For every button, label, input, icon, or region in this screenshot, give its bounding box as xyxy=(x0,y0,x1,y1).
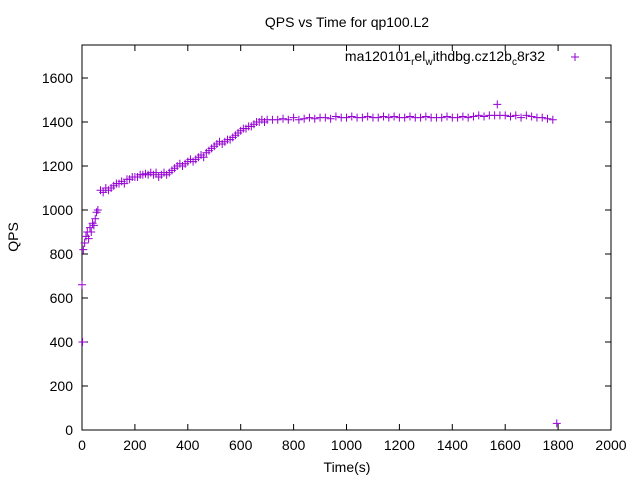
legend-marker-icon xyxy=(571,53,579,61)
y-tick-label: 400 xyxy=(50,334,74,350)
data-point xyxy=(501,111,510,120)
y-tick-label: 1200 xyxy=(42,158,73,174)
data-point xyxy=(443,112,452,121)
data-point xyxy=(279,114,288,123)
data-point xyxy=(416,113,425,122)
data-point xyxy=(79,245,88,254)
legend-sub-2: w xyxy=(424,57,433,68)
data-point xyxy=(294,115,303,124)
data-point xyxy=(511,111,520,120)
data-point xyxy=(199,153,208,162)
y-tick-label: 0 xyxy=(65,422,73,438)
data-point xyxy=(405,112,414,121)
legend-sub-1: r xyxy=(411,57,415,68)
data-point xyxy=(363,112,372,121)
data-point xyxy=(91,214,100,223)
data-point xyxy=(538,113,547,122)
data-point xyxy=(87,228,96,236)
data-point xyxy=(548,115,557,124)
data-point xyxy=(379,112,388,121)
x-tick-label: 600 xyxy=(229,437,253,453)
data-point xyxy=(80,239,89,247)
data-point xyxy=(152,168,161,177)
x-tick-label: 1400 xyxy=(437,437,468,453)
legend-part-1: ma120101 xyxy=(345,48,411,64)
y-tick-label: 1400 xyxy=(42,114,73,130)
y-tick-label: 200 xyxy=(50,378,74,394)
x-tick-label: 200 xyxy=(123,437,147,453)
x-tick-label: 2000 xyxy=(595,437,626,453)
data-points xyxy=(78,100,561,428)
x-tick-label: 0 xyxy=(78,437,86,453)
y-tick-label: 800 xyxy=(50,246,74,262)
chart-title: QPS vs Time for qp100.L2 xyxy=(265,14,429,30)
data-point xyxy=(300,114,309,123)
data-point xyxy=(543,114,552,123)
data-point xyxy=(493,100,502,109)
data-point xyxy=(331,112,340,121)
data-point xyxy=(458,112,467,121)
data-point xyxy=(326,114,335,123)
data-point xyxy=(289,113,298,122)
legend-marker-icon xyxy=(571,53,579,61)
data-point xyxy=(273,115,282,124)
data-point xyxy=(321,113,330,122)
x-tick-label: 800 xyxy=(282,437,306,453)
x-tick-label: 400 xyxy=(176,437,200,453)
data-point xyxy=(464,113,473,122)
data-point xyxy=(305,113,314,122)
data-point xyxy=(453,113,462,122)
data-point xyxy=(93,206,102,214)
data-point xyxy=(400,113,409,122)
y-tick-label: 600 xyxy=(50,290,74,306)
data-point xyxy=(374,113,383,122)
data-point xyxy=(480,112,489,121)
y-tick-label: 1600 xyxy=(42,70,73,86)
data-point xyxy=(421,112,430,121)
data-point xyxy=(358,113,367,122)
y-tick-label: 1000 xyxy=(42,202,73,218)
legend-part-2: el xyxy=(414,48,425,64)
data-point xyxy=(474,111,483,120)
data-point xyxy=(437,113,446,122)
plot-frame xyxy=(81,44,612,431)
data-point xyxy=(342,113,351,122)
data-point xyxy=(527,112,536,121)
data-point xyxy=(522,111,531,120)
x-axis-label: Time(s) xyxy=(324,459,371,475)
data-point xyxy=(517,113,526,122)
legend-label: ma120101relwithdbg.cz12bc8r32 xyxy=(345,48,545,68)
legend-sub-3: c xyxy=(512,57,517,68)
data-point xyxy=(469,112,478,121)
axis-ticks: 0 200 400 600 800 1000 1200 1400 1600 1800 2000 0 20… xyxy=(42,45,627,453)
x-tick-label: 1000 xyxy=(331,437,362,453)
data-point xyxy=(506,112,515,121)
data-point xyxy=(78,338,87,346)
data-point xyxy=(552,419,561,428)
data-point xyxy=(120,179,129,188)
data-point xyxy=(310,114,319,123)
data-point xyxy=(92,208,101,217)
legend-part-3: ithdbg.cz12b xyxy=(433,48,513,64)
y-axis-label: QPS xyxy=(5,222,21,252)
data-point xyxy=(78,280,86,289)
x-tick-label: 1600 xyxy=(490,437,521,453)
data-point xyxy=(99,188,108,197)
data-point xyxy=(89,221,98,230)
data-point xyxy=(284,115,293,124)
x-tick-label: 1800 xyxy=(543,437,574,453)
legend-part-4: 8r32 xyxy=(517,48,545,64)
data-point xyxy=(84,234,93,243)
data-point xyxy=(384,113,393,122)
data-point xyxy=(390,112,399,121)
x-tick-label: 1200 xyxy=(384,437,415,453)
legend: ma120101relwithdbg.cz12bc8r32 xyxy=(345,48,579,68)
data-point xyxy=(347,112,356,121)
